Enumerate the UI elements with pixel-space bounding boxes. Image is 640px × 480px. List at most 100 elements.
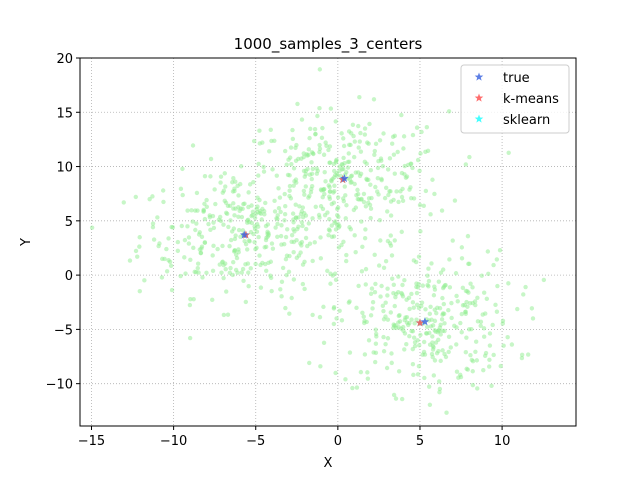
sample-point xyxy=(443,282,448,288)
sample-point xyxy=(397,319,403,324)
sample-point xyxy=(363,227,368,232)
sample-point xyxy=(363,204,369,209)
sample-point xyxy=(332,183,337,188)
sample-point xyxy=(430,347,436,352)
sample-point xyxy=(422,352,428,357)
sample-point xyxy=(193,227,198,233)
sample-point xyxy=(454,369,460,374)
sample-point xyxy=(415,372,421,377)
sample-point xyxy=(400,198,406,204)
sample-point xyxy=(290,127,295,133)
sample-point xyxy=(269,138,274,144)
sample-point xyxy=(204,270,209,276)
sample-point xyxy=(439,208,445,213)
sample-point xyxy=(201,207,206,213)
sample-point xyxy=(252,224,257,229)
sample-point xyxy=(300,223,305,229)
sample-point xyxy=(275,234,280,239)
sample-point xyxy=(372,152,377,158)
sample-point xyxy=(428,212,433,217)
sample-point xyxy=(287,173,292,178)
sample-point xyxy=(302,259,307,264)
sample-point xyxy=(339,131,344,136)
sample-point xyxy=(308,126,313,132)
sample-point xyxy=(220,259,225,264)
sample-point xyxy=(185,208,190,213)
sample-point xyxy=(251,138,257,144)
sample-point xyxy=(416,363,422,369)
sample-point xyxy=(283,305,288,311)
sample-point xyxy=(200,275,205,280)
sample-point xyxy=(268,259,274,264)
sample-point xyxy=(217,262,222,267)
legend-box xyxy=(460,64,570,134)
sample-point xyxy=(441,301,447,307)
sample-point xyxy=(164,246,169,252)
sample-point xyxy=(414,302,420,307)
sample-point xyxy=(341,136,346,141)
sample-point xyxy=(263,200,268,206)
sample-point xyxy=(284,253,290,258)
legend-label-sklearn: sklearn xyxy=(503,113,550,128)
sample-point xyxy=(398,189,403,194)
sample-point xyxy=(377,138,383,143)
sample-point xyxy=(221,312,227,318)
sample-point xyxy=(233,267,239,273)
sample-point xyxy=(198,250,204,256)
sample-point xyxy=(296,156,301,162)
sample-point xyxy=(231,176,236,181)
sample-point xyxy=(418,332,423,338)
sample-point xyxy=(500,321,505,326)
sample-point xyxy=(404,341,409,347)
sample-point xyxy=(288,196,294,201)
sample-point xyxy=(196,270,201,275)
sample-point xyxy=(241,278,246,283)
sample-point xyxy=(278,287,283,292)
sample-point xyxy=(390,276,395,281)
sample-point xyxy=(373,281,378,287)
sample-point xyxy=(399,112,404,118)
sample-point xyxy=(312,240,317,245)
sample-point xyxy=(469,357,475,363)
sample-point xyxy=(252,215,258,221)
sample-point xyxy=(390,134,396,139)
sample-point xyxy=(221,222,226,227)
sample-point xyxy=(392,171,397,176)
sample-point xyxy=(352,233,357,238)
sample-point xyxy=(89,225,95,230)
sample-point xyxy=(411,258,417,263)
sample-point xyxy=(409,291,414,297)
sample-point xyxy=(318,204,324,209)
sample-point xyxy=(470,382,476,388)
sample-point xyxy=(385,167,391,172)
sample-point xyxy=(361,314,366,319)
sample-point xyxy=(430,354,435,360)
sample-point xyxy=(341,143,347,149)
sample-point xyxy=(230,189,236,194)
sample-point xyxy=(228,237,234,243)
sample-point xyxy=(291,277,297,282)
sample-point xyxy=(385,238,391,244)
sample-point xyxy=(332,175,337,180)
sample-point xyxy=(293,145,298,151)
sample-point xyxy=(195,265,200,271)
sample-point xyxy=(417,168,422,174)
sample-point xyxy=(305,166,310,172)
sample-point xyxy=(309,176,314,182)
sample-point xyxy=(280,265,286,271)
sample-point xyxy=(312,126,318,132)
sample-point xyxy=(408,161,413,166)
sample-point xyxy=(321,340,327,346)
sample-point xyxy=(302,192,307,197)
sample-point xyxy=(392,303,397,309)
sample-point xyxy=(383,300,388,305)
sample-point xyxy=(210,253,215,258)
sample-point xyxy=(467,261,472,267)
sample-point xyxy=(215,246,220,252)
sample-point xyxy=(296,224,301,229)
sample-point xyxy=(358,369,364,375)
sample-point xyxy=(410,300,416,305)
sample-point xyxy=(190,219,195,224)
sample-point xyxy=(456,375,461,380)
sample-point xyxy=(449,300,454,306)
